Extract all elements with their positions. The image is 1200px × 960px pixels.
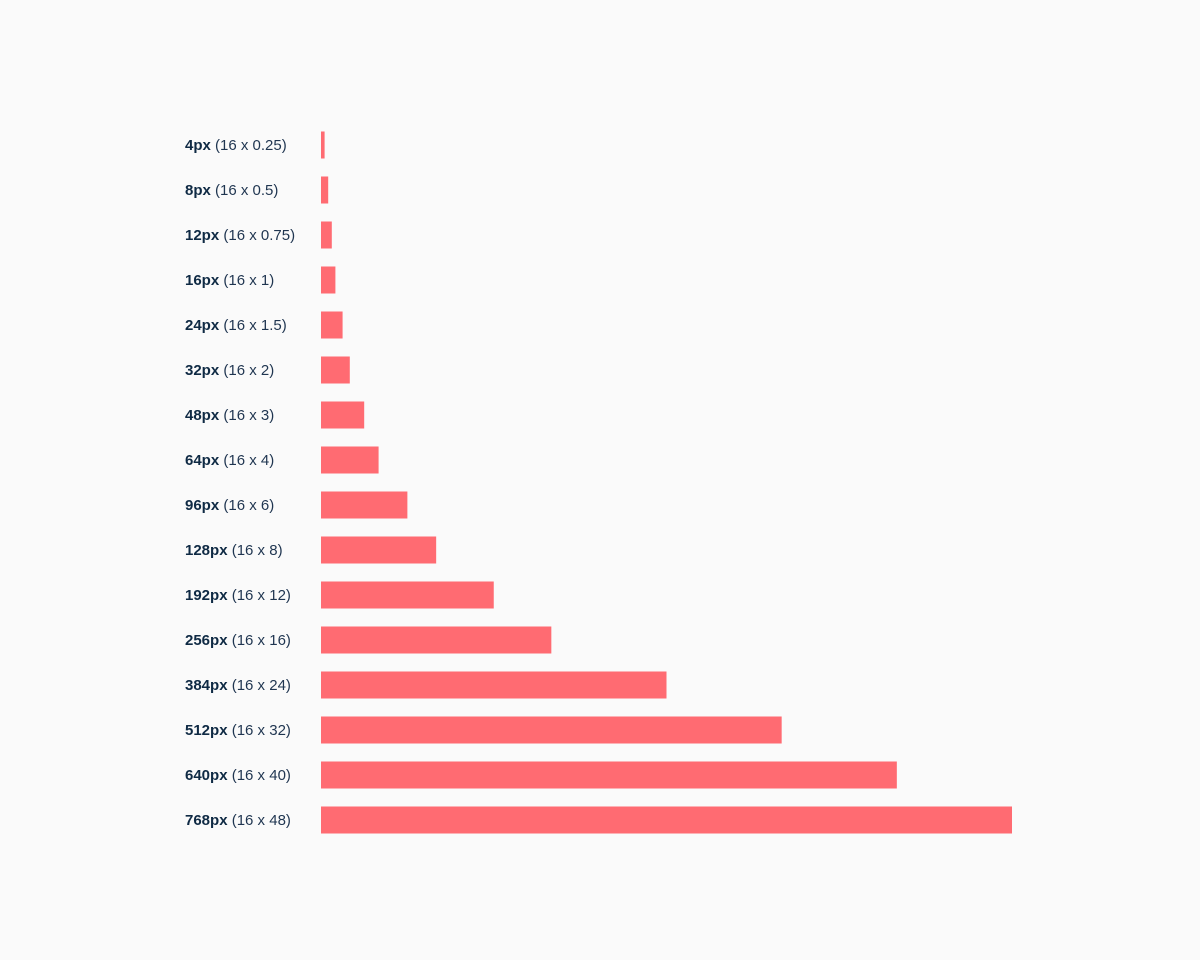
bar: [321, 446, 379, 474]
category-label-formula: (16 x 8): [228, 542, 283, 559]
category-label-formula: (16 x 32): [228, 722, 291, 739]
category-label-formula: (16 x 1): [219, 272, 274, 289]
category-label: 32px (16 x 2): [185, 362, 274, 379]
category-label-value: 192px: [185, 587, 228, 604]
bar: [321, 176, 329, 204]
category-label-value: 12px: [185, 227, 220, 244]
category-label: 12px (16 x 0.75): [185, 227, 295, 244]
category-label: 48px (16 x 3): [185, 407, 274, 424]
category-label-value: 64px: [185, 452, 220, 469]
bars: [321, 131, 1012, 834]
category-label-value: 384px: [185, 677, 228, 694]
bar: [321, 221, 332, 249]
category-label: 512px (16 x 32): [185, 722, 291, 739]
category-label-formula: (16 x 0.75): [219, 227, 295, 244]
category-label-formula: (16 x 2): [219, 362, 274, 379]
bar: [321, 131, 325, 159]
bar: [321, 716, 782, 744]
category-label-value: 768px: [185, 812, 228, 829]
category-label: 16px (16 x 1): [185, 272, 274, 289]
category-label-formula: (16 x 3): [219, 407, 274, 424]
category-label: 128px (16 x 8): [185, 542, 283, 559]
category-label-formula: (16 x 24): [228, 677, 291, 694]
category-label-formula: (16 x 0.25): [211, 137, 287, 154]
category-label: 256px (16 x 16): [185, 632, 291, 649]
bar: [321, 266, 336, 294]
bar: [321, 581, 494, 609]
category-label-formula: (16 x 0.5): [211, 182, 279, 199]
bar: [321, 536, 437, 564]
bar: [321, 356, 350, 384]
category-label-value: 32px: [185, 362, 220, 379]
category-label-value: 512px: [185, 722, 228, 739]
bar: [321, 806, 1012, 834]
bar: [321, 626, 552, 654]
category-label: 96px (16 x 6): [185, 497, 274, 514]
category-label: 384px (16 x 24): [185, 677, 291, 694]
category-label-formula: (16 x 4): [219, 452, 274, 469]
bar: [321, 491, 408, 519]
category-label-value: 640px: [185, 767, 228, 784]
category-label: 4px (16 x 0.25): [185, 137, 287, 154]
category-label: 640px (16 x 40): [185, 767, 291, 784]
category-label: 192px (16 x 12): [185, 587, 291, 604]
category-label: 768px (16 x 48): [185, 812, 291, 829]
category-label-value: 4px: [185, 137, 212, 154]
category-label-value: 256px: [185, 632, 228, 649]
category-label: 24px (16 x 1.5): [185, 317, 287, 334]
category-label-value: 24px: [185, 317, 220, 334]
category-label-formula: (16 x 40): [228, 767, 291, 784]
category-label-value: 16px: [185, 272, 220, 289]
category-label-formula: (16 x 16): [228, 632, 291, 649]
category-label-value: 96px: [185, 497, 220, 514]
bar: [321, 671, 667, 699]
bar: [321, 761, 897, 789]
category-label: 64px (16 x 4): [185, 452, 274, 469]
category-label: 8px (16 x 0.5): [185, 182, 278, 199]
category-label-value: 8px: [185, 182, 212, 199]
category-label-formula: (16 x 6): [219, 497, 274, 514]
category-label-formula: (16 x 1.5): [219, 317, 287, 334]
category-label-formula: (16 x 48): [228, 812, 291, 829]
bar: [321, 311, 343, 339]
category-label-formula: (16 x 12): [228, 587, 291, 604]
bar: [321, 401, 365, 429]
category-label-value: 128px: [185, 542, 228, 559]
category-label-value: 48px: [185, 407, 220, 424]
category-labels: 4px (16 x 0.25) 8px (16 x 0.5) 12px (16 x …: [185, 137, 295, 829]
